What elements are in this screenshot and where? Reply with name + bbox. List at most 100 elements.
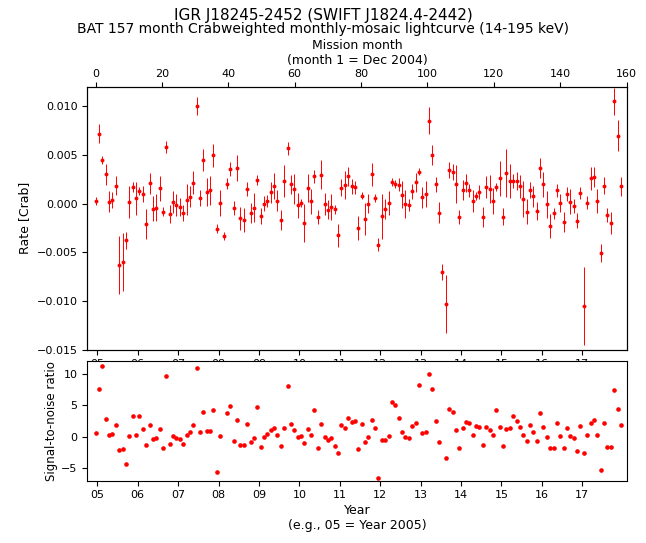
Point	[373, 474, 384, 483]
Point	[279, 423, 289, 432]
X-axis label: Mission month
(month 1 = Dec 2004): Mission month (month 1 = Dec 2004)	[287, 39, 427, 67]
Point	[448, 408, 458, 416]
Point	[596, 466, 606, 475]
Text: BAT 157 month Crabweighted monthly-mosaic lightcurve (14-195 keV): BAT 157 month Crabweighted monthly-mosai…	[77, 22, 569, 36]
Point	[616, 421, 626, 430]
Point	[185, 428, 195, 437]
Point	[235, 440, 245, 449]
Point	[259, 432, 269, 441]
Point	[377, 436, 387, 445]
Point	[572, 447, 582, 456]
Point	[346, 418, 357, 426]
X-axis label: Year
(e.g., 05 = Year 2005): Year (e.g., 05 = Year 2005)	[287, 504, 426, 533]
Point	[276, 442, 286, 451]
Point	[444, 405, 454, 413]
Point	[464, 419, 475, 427]
Point	[238, 440, 249, 449]
Point	[309, 406, 320, 414]
Point	[410, 419, 421, 427]
Point	[165, 439, 175, 448]
Point	[323, 436, 333, 445]
Point	[427, 385, 437, 394]
Point	[218, 485, 229, 494]
Point	[198, 408, 209, 416]
Point	[417, 428, 428, 437]
Point	[148, 435, 158, 444]
Point	[559, 444, 569, 452]
Point	[471, 421, 481, 430]
Point	[215, 432, 225, 440]
Point	[387, 398, 397, 407]
Point	[191, 364, 202, 372]
Point	[90, 428, 101, 437]
Point	[576, 421, 586, 430]
Point	[370, 424, 380, 432]
Point	[548, 444, 559, 453]
Point	[302, 425, 313, 434]
Point	[383, 432, 393, 440]
Point	[579, 449, 589, 457]
Y-axis label: Rate [Crab]: Rate [Crab]	[18, 182, 31, 254]
Point	[249, 434, 259, 443]
Point	[340, 424, 350, 433]
Point	[501, 424, 512, 433]
Point	[592, 431, 603, 439]
Point	[313, 444, 323, 453]
Point	[337, 421, 347, 430]
Point	[565, 431, 576, 440]
Point	[262, 429, 273, 438]
Point	[134, 412, 145, 420]
Point	[171, 433, 182, 442]
Point	[461, 418, 471, 426]
Point	[168, 431, 178, 440]
Point	[535, 409, 545, 418]
Point	[353, 445, 364, 454]
Point	[532, 437, 542, 446]
Point	[144, 420, 154, 429]
Point	[541, 432, 552, 441]
Point	[481, 422, 492, 431]
Point	[457, 424, 468, 432]
Point	[568, 434, 579, 443]
Point	[508, 412, 518, 420]
Point	[421, 427, 431, 436]
Point	[316, 420, 326, 428]
Point	[498, 442, 508, 451]
Point	[121, 460, 131, 469]
Point	[94, 385, 104, 394]
Point	[545, 444, 556, 453]
Point	[232, 415, 242, 424]
Point	[521, 437, 532, 445]
Point	[512, 416, 522, 425]
Point	[282, 382, 293, 390]
Point	[107, 430, 118, 438]
Point	[202, 427, 212, 435]
Point	[360, 438, 370, 447]
Point	[252, 402, 262, 411]
Point	[434, 438, 444, 446]
Point	[104, 431, 114, 440]
Point	[293, 433, 303, 442]
Point	[609, 386, 620, 394]
Point	[552, 419, 562, 428]
Point	[333, 449, 343, 458]
Point	[182, 431, 192, 439]
Point	[451, 426, 461, 434]
Point	[413, 381, 424, 389]
Text: IGR J18245-2452 (SWIFT J1824.4-2442): IGR J18245-2452 (SWIFT J1824.4-2442)	[174, 8, 472, 23]
Point	[589, 416, 599, 425]
Point	[491, 406, 501, 414]
Point	[468, 431, 478, 439]
Point	[158, 444, 168, 452]
Point	[349, 416, 360, 425]
Point	[266, 425, 276, 434]
Point	[319, 433, 329, 441]
Point	[602, 443, 612, 452]
Point	[441, 454, 451, 463]
Point	[306, 431, 317, 440]
Point	[188, 421, 198, 430]
Point	[390, 401, 401, 409]
Point	[272, 431, 282, 439]
Point	[141, 441, 151, 450]
Point	[477, 440, 488, 449]
